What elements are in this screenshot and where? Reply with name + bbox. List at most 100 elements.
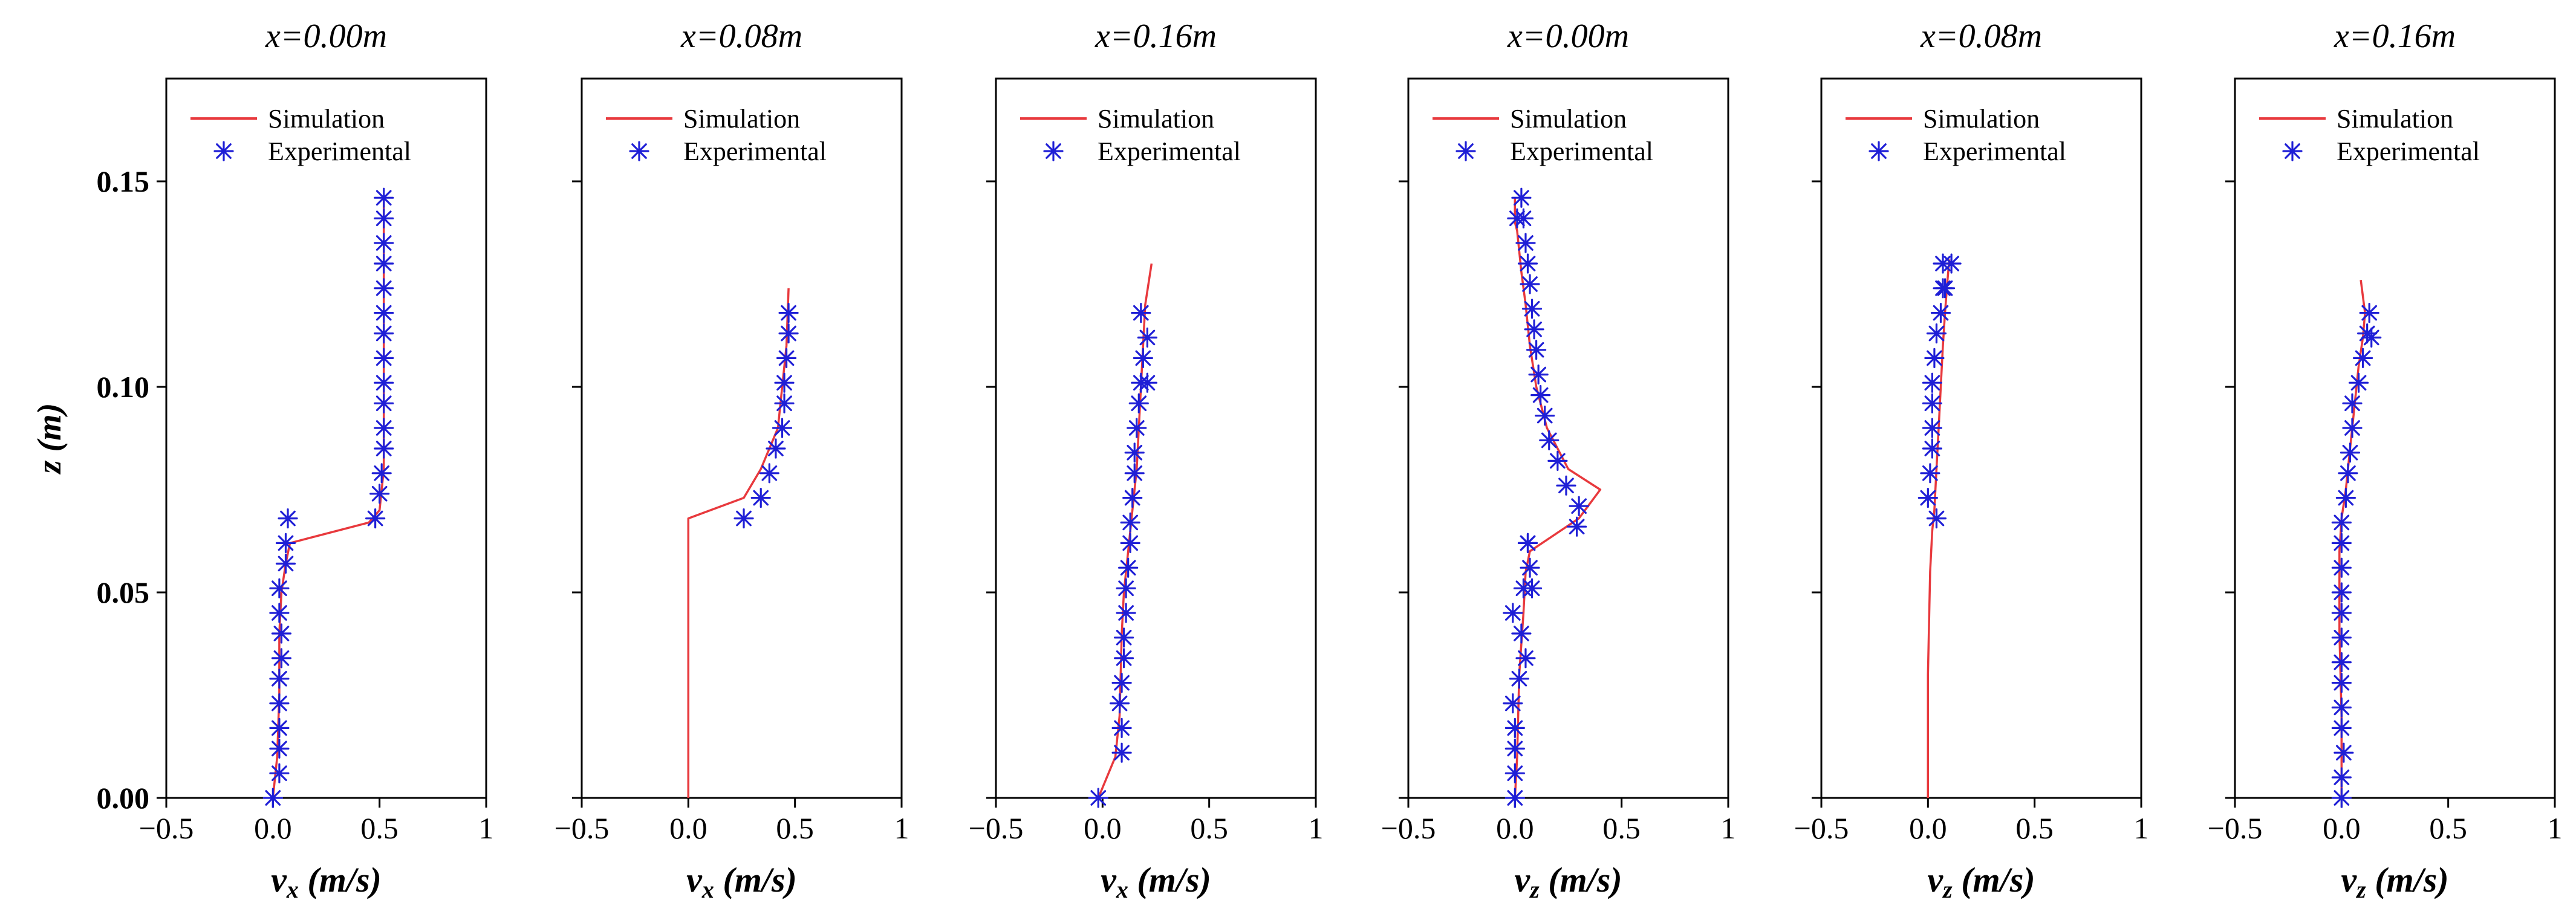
- marker-stroke: [1135, 350, 1151, 366]
- marker-stroke: [272, 695, 287, 711]
- marker-stroke: [1507, 765, 1523, 782]
- x-tick-label: 0.5: [776, 811, 814, 845]
- experimental-point: [1504, 718, 1525, 739]
- experimental-point: [1122, 487, 1143, 508]
- chart-panel-2: x=0.08m −0.5 0.0 0.5 1 vx (m/s) Simulation Expe…: [555, 18, 909, 903]
- marker-stroke: [2334, 560, 2350, 576]
- marker-stroke: [1518, 650, 1534, 666]
- marker-stroke: [1507, 720, 1523, 736]
- chart-title: x=0.00m: [265, 18, 387, 55]
- experimental-point: [374, 393, 394, 413]
- marker-stroke: [1509, 210, 1525, 227]
- experimental-point: [1137, 372, 1157, 393]
- experimental-point: [269, 693, 290, 714]
- legend-simulation-label: Simulation: [268, 104, 385, 134]
- marker-stroke: [781, 305, 796, 321]
- marker-stroke: [1924, 375, 1940, 391]
- marker-stroke: [761, 465, 778, 481]
- experimental-point: [374, 303, 394, 323]
- experimental-point: [2331, 672, 2352, 693]
- x-tick-label: 0.0: [1909, 811, 1947, 845]
- experimental-point: [374, 278, 394, 299]
- plot-frame: [2234, 77, 2556, 799]
- marker-stroke: [2342, 444, 2358, 461]
- x-axis-label-subscript: x: [1116, 876, 1128, 903]
- experimental-point: [2335, 487, 2356, 508]
- marker-stroke: [1116, 629, 1132, 646]
- experimental-point: [2353, 348, 2373, 369]
- experimental-point: [1109, 693, 1130, 714]
- marker-stroke: [1528, 342, 1544, 358]
- chart-title: x=0.00m: [1507, 18, 1629, 55]
- experimental-point: [1116, 603, 1136, 623]
- marker-stroke: [1924, 420, 1940, 436]
- experimental-point: [2331, 788, 2352, 808]
- chart-title: x=0.08m: [1920, 18, 2042, 55]
- x-axis-label-subscript: x: [286, 876, 299, 903]
- legend: Simulation Experimental: [190, 104, 411, 166]
- marker-stroke: [1530, 366, 1546, 383]
- legend-simulation-label: Simulation: [1510, 104, 1627, 134]
- panels: x=0.00m −0.5 0.0 0.5 1 0.00 0.05 0.10 0.15 z (m) v…: [31, 18, 2563, 903]
- marker-stroke: [272, 720, 287, 736]
- marker-stroke: [2340, 465, 2356, 481]
- experimental-point: [374, 418, 394, 438]
- experimental-point: [269, 603, 290, 623]
- experimental-point: [374, 348, 394, 369]
- marker-stroke: [2334, 535, 2350, 551]
- legend-experimental-marker: [629, 141, 649, 161]
- marker-stroke: [1131, 395, 1147, 412]
- experimental-point: [1535, 405, 1555, 426]
- experimental-point: [1524, 319, 1544, 340]
- experimental-point: [733, 508, 754, 529]
- experimental-point: [1924, 348, 1945, 369]
- legend-experimental-label: Experimental: [1098, 137, 1241, 166]
- marker-stroke: [1924, 441, 1940, 456]
- y-tick-label: 0.10: [97, 370, 150, 404]
- legend-experimental-label: Experimental: [268, 137, 411, 166]
- experimental-point: [271, 623, 292, 644]
- marker-stroke: [1532, 387, 1549, 403]
- x-tick-label: 0.5: [1602, 811, 1641, 845]
- marker-stroke: [2363, 329, 2379, 346]
- marker-stroke: [272, 580, 287, 597]
- marker-stroke: [1522, 560, 1538, 576]
- experimental-point: [1511, 187, 1532, 208]
- experimental-point: [2359, 303, 2379, 323]
- experimental-point: [1515, 648, 1536, 669]
- experimental-point: [1111, 718, 1132, 739]
- marker-stroke: [2336, 745, 2352, 761]
- marker-stroke: [376, 441, 392, 456]
- experimental-point: [1934, 278, 1956, 299]
- experimental-point: [1120, 533, 1140, 554]
- legend-experimental-marker: [2282, 141, 2303, 161]
- experimental-point: [2334, 742, 2354, 763]
- marker-stroke: [1114, 675, 1130, 691]
- marker-stroke: [1118, 605, 1134, 621]
- x-tick-label: 1: [894, 811, 909, 845]
- experimental-point: [1922, 438, 1942, 459]
- marker-stroke: [1943, 256, 1959, 271]
- marker-stroke: [1514, 626, 1529, 641]
- experimental-point: [2331, 512, 2352, 533]
- marker-stroke: [2361, 305, 2378, 321]
- marker-stroke: [1924, 395, 1940, 412]
- experimental-point: [1521, 299, 1543, 319]
- x-axis-label: vx (m/s): [271, 860, 382, 903]
- marker-stroke: [376, 210, 392, 227]
- x-tick-label: 0.0: [1496, 811, 1534, 845]
- x-axis-label: vz (m/s): [1514, 860, 1622, 903]
- experimental-point: [1530, 384, 1551, 406]
- experimental-point: [1922, 418, 1942, 438]
- marker-stroke: [2350, 375, 2367, 391]
- experimental-point: [1926, 323, 1947, 344]
- marker-stroke: [272, 670, 287, 687]
- experimental-point: [1917, 487, 1938, 508]
- legend: Simulation Experimental: [1020, 104, 1241, 166]
- experimental-point: [374, 372, 394, 393]
- experimental-point: [772, 418, 793, 438]
- experimental-point: [1113, 627, 1134, 648]
- chart-panel-1: x=0.00m −0.5 0.0 0.5 1 0.00 0.05 0.10 0.15 z (m) v…: [31, 18, 494, 903]
- marker-stroke: [1537, 407, 1553, 424]
